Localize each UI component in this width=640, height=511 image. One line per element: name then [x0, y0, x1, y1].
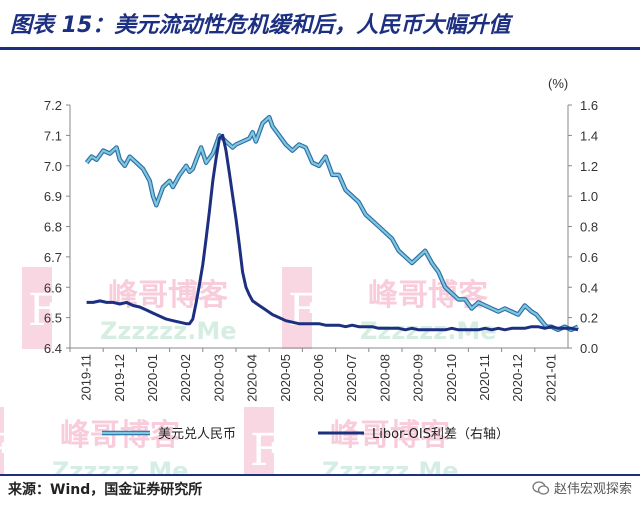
left-tick-label: 6.7	[44, 250, 62, 265]
left-tick-label: 7.1	[44, 128, 62, 143]
watermark-text: 峰哥博客	[108, 278, 228, 313]
right-tick-label: 0.6	[580, 250, 598, 265]
watermark-letter: F	[250, 425, 281, 474]
watermark-block	[282, 267, 312, 349]
x-tick-label: 2020-04	[245, 354, 260, 402]
x-tick-label: 2020-01	[145, 354, 160, 402]
watermark-domain: Zzzzzz.Me	[100, 317, 237, 345]
chart-title: 图表 15：美元流动性危机缓和后，人民币大幅升值	[10, 13, 511, 38]
legend-usdcny-label: 美元兑人民币	[158, 427, 236, 442]
usdcny-line	[85, 116, 579, 331]
watermark-block	[0, 407, 4, 474]
watermark-text: 峰哥博客	[60, 418, 180, 453]
right-tick-label: 0.8	[580, 220, 598, 235]
watermark-domain: Zzzzzz.Me	[322, 457, 459, 474]
axes	[66, 104, 572, 352]
right-tick-label: 1.6	[580, 98, 598, 113]
left-tick-label: 6.9	[44, 189, 62, 204]
x-tick-label: 2020-07	[344, 354, 359, 402]
right-tick-label: 1.0	[580, 189, 598, 204]
right-axis-unit: (%)	[548, 76, 568, 91]
right-tick-label: 0.0	[580, 341, 598, 356]
legend: 美元兑人民币 Libor-OIS利差（右轴）	[102, 427, 509, 442]
watermark-block	[244, 407, 274, 474]
libor-ois-line	[86, 133, 579, 332]
x-tick-label: 2020-11	[477, 354, 492, 401]
x-tick-label: 2020-03	[211, 354, 226, 402]
x-tick-label: 2019-12	[112, 354, 127, 402]
x-tick-label: 2020-09	[411, 354, 426, 402]
watermark-block	[22, 267, 52, 349]
chart-svg: F 峰哥博客 Zzzzzz.Me F 峰哥博客 Zzzzzz.Me F 峰哥博客 Zzzzzz.…	[0, 76, 598, 474]
right-tick-label: 1.2	[580, 159, 598, 174]
right-tick-label: 0.4	[580, 280, 598, 295]
bottom-rule	[0, 474, 640, 476]
left-tick-label: 7.2	[44, 98, 62, 113]
x-tick-label: 2020-12	[510, 354, 525, 402]
watermark-text: 峰哥博客	[330, 418, 450, 453]
watermark-letter: F	[28, 285, 59, 336]
right-tick-label: 1.4	[580, 128, 598, 143]
wechat-badge: 赵伟宏观探索	[532, 478, 632, 497]
x-tick-label: 2020-08	[377, 354, 392, 402]
watermark-letter: F	[288, 285, 319, 336]
title-rule	[0, 47, 640, 50]
right-tick-label: 0.2	[580, 311, 598, 326]
wechat-icon	[532, 480, 550, 495]
left-tick-label: 7.0	[44, 159, 62, 174]
left-tick-label: 6.6	[44, 280, 62, 295]
x-tick-label: 2019-11	[79, 354, 94, 401]
x-tick-label: 2020-10	[444, 354, 459, 402]
left-tick-label: 6.5	[44, 311, 62, 326]
tick-labels: 6.4 6.5 6.6 6.7 6.8 6.9 7.0 7.1 7.2 0.0 0.2 0.4 0.6 0…	[44, 76, 598, 402]
legend-libor-label: Libor-OIS利差（右轴）	[372, 427, 509, 442]
x-tick-label: 2020-06	[311, 354, 326, 402]
x-tick-label: 2020-05	[278, 354, 293, 402]
badge-text: 赵伟宏观探索	[553, 482, 632, 497]
watermark-letter: F	[0, 425, 11, 474]
x-tick-label: 2020-02	[178, 354, 193, 402]
watermark-domain: Zzzzzz.Me	[52, 457, 189, 474]
series-layer	[84, 114, 579, 333]
x-tick-label: 2021-01	[543, 354, 558, 402]
left-tick-label: 6.4	[44, 341, 62, 356]
left-tick-label: 6.8	[44, 220, 62, 235]
source-note: 来源：Wind，国金证券研究所	[8, 482, 203, 498]
